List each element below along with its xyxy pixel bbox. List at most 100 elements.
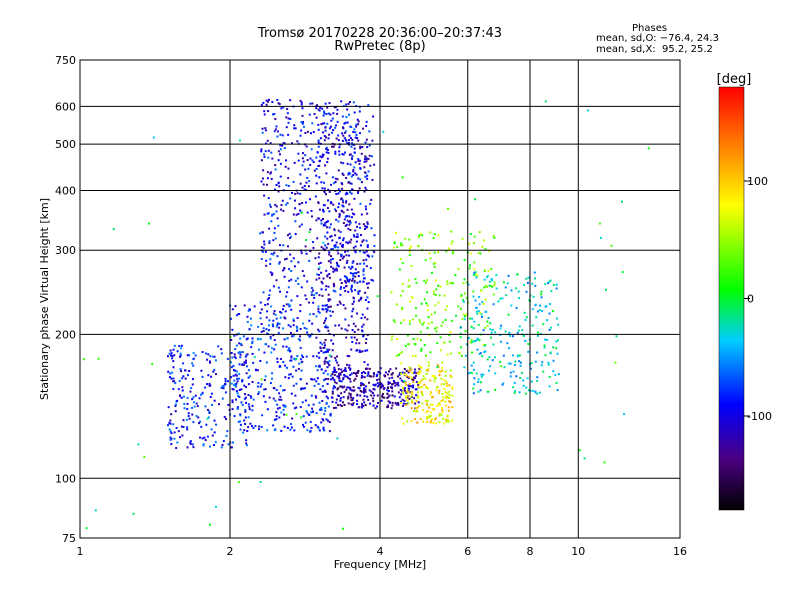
echo-point <box>534 390 537 393</box>
echo-point <box>552 310 555 313</box>
echo-point <box>401 371 404 374</box>
echo-point <box>323 191 326 194</box>
echo-point <box>168 428 171 431</box>
echo-point <box>345 388 348 391</box>
echo-point <box>316 377 319 380</box>
echo-point <box>186 402 189 405</box>
echo-point <box>408 387 411 390</box>
echo-point <box>463 278 466 281</box>
echo-point <box>548 280 551 283</box>
echo-point <box>327 298 330 301</box>
echo-point <box>272 253 275 256</box>
echo-point <box>346 192 349 195</box>
echo-point <box>338 214 341 217</box>
echo-point <box>289 304 292 307</box>
echo-point <box>306 211 309 214</box>
echo-point <box>552 346 555 349</box>
echo-point <box>353 272 356 275</box>
echo-point <box>260 150 263 153</box>
echo-point <box>413 371 416 374</box>
echo-point <box>281 308 284 311</box>
echo-point <box>243 361 246 364</box>
echo-point <box>441 367 444 370</box>
echo-point <box>289 99 292 102</box>
echo-point <box>343 403 346 406</box>
echo-point <box>432 421 435 424</box>
echo-point <box>172 388 175 391</box>
echo-point <box>348 364 351 367</box>
echo-point <box>387 400 390 403</box>
echo-point <box>331 257 334 260</box>
echo-point <box>344 131 347 134</box>
echo-point <box>294 127 297 130</box>
echo-point <box>280 411 283 414</box>
echo-point <box>323 344 326 347</box>
echo-point <box>469 317 472 320</box>
echo-point <box>295 406 298 409</box>
echo-point <box>353 279 356 282</box>
echo-point <box>433 293 436 296</box>
echo-point <box>356 281 359 284</box>
echo-point <box>369 267 372 270</box>
echo-point <box>287 184 290 187</box>
echo-point <box>364 349 367 352</box>
echo-point <box>473 383 476 386</box>
echo-point <box>317 141 320 144</box>
echo-point <box>408 247 411 250</box>
echo-point <box>324 304 327 307</box>
echo-point <box>212 444 215 447</box>
echo-point <box>337 368 340 371</box>
echo-point <box>395 367 398 370</box>
echo-point <box>281 199 284 202</box>
echo-point <box>268 319 271 322</box>
echo-point <box>321 308 324 311</box>
echo-point <box>441 369 444 372</box>
echo-point <box>358 349 361 352</box>
echo-point <box>324 126 327 129</box>
echo-point <box>209 396 212 399</box>
echo-point <box>251 340 254 343</box>
echo-point <box>292 318 295 321</box>
echo-point <box>349 182 352 185</box>
echo-point <box>409 369 412 372</box>
echo-point <box>329 127 332 130</box>
echo-point <box>344 151 347 154</box>
echo-point <box>357 370 360 373</box>
echo-point <box>401 290 404 293</box>
echo-point <box>170 437 173 440</box>
echo-point <box>274 428 277 431</box>
echo-point <box>278 416 281 419</box>
echo-point <box>355 371 358 374</box>
echo-point <box>320 350 323 353</box>
echo-point <box>610 244 613 247</box>
echo-point <box>335 398 338 401</box>
echo-point <box>299 335 302 338</box>
echo-point <box>324 389 327 392</box>
echo-point <box>372 115 375 118</box>
echo-point <box>243 429 246 432</box>
echo-point <box>350 285 353 288</box>
echo-point <box>422 375 425 378</box>
echo-point <box>341 115 344 118</box>
echo-point <box>354 251 357 254</box>
echo-point <box>345 115 348 118</box>
echo-point <box>327 405 330 408</box>
echo-point <box>260 383 263 386</box>
echo-point <box>440 324 443 327</box>
echo-point <box>280 107 283 110</box>
echo-point <box>350 192 353 195</box>
echo-point <box>464 354 467 357</box>
echo-point <box>325 113 328 116</box>
echo-point <box>350 348 353 351</box>
echo-point <box>264 129 267 132</box>
echo-point <box>292 257 295 260</box>
echo-point <box>367 104 370 107</box>
echo-point <box>334 124 337 127</box>
echo-point <box>339 302 342 305</box>
echo-point <box>425 354 428 357</box>
echo-point <box>235 385 238 388</box>
echo-point <box>191 398 194 401</box>
echo-point <box>350 157 353 160</box>
echo-point <box>320 406 323 409</box>
echo-point <box>270 177 273 180</box>
